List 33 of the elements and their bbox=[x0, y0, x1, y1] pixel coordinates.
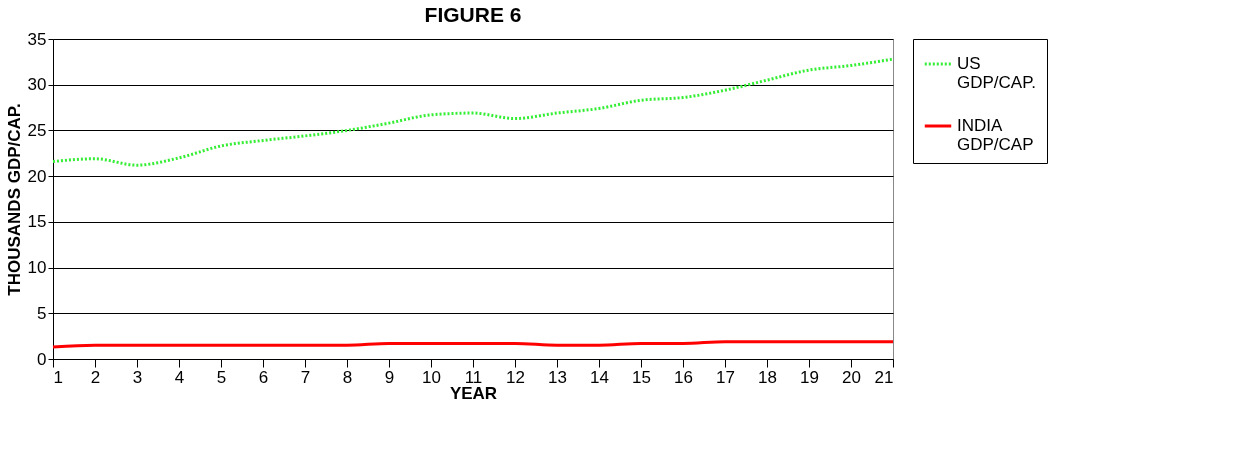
x-tick-label: 21 bbox=[874, 367, 894, 387]
y-tick-label: 10 bbox=[27, 258, 47, 278]
legend-label: INDIA GDP/CAP bbox=[957, 116, 1034, 154]
line-series bbox=[51, 57, 895, 167]
x-tick-label: 19 bbox=[800, 367, 819, 387]
x-tick-label: 14 bbox=[590, 367, 609, 387]
y-tick-label: 20 bbox=[27, 166, 47, 186]
chart-title: FIGURE 6 bbox=[424, 3, 522, 26]
x-tick-label: 10 bbox=[422, 367, 441, 387]
legend-label: US GDP/CAP. bbox=[957, 54, 1037, 92]
x-tick-label: 13 bbox=[548, 367, 567, 387]
y-tick-label: 35 bbox=[27, 29, 47, 49]
y-tick-label: 0 bbox=[37, 349, 47, 369]
y-tick-label: 15 bbox=[27, 212, 47, 232]
x-tick-label: 18 bbox=[758, 367, 777, 387]
x-tick-label: 8 bbox=[342, 367, 353, 387]
y-tick-label: 30 bbox=[27, 75, 47, 95]
x-tick-label: 4 bbox=[174, 367, 185, 387]
x-tick-label: 15 bbox=[632, 367, 651, 387]
x-tick-label: 1 bbox=[53, 367, 63, 387]
x-tick-label: 3 bbox=[132, 367, 143, 387]
x-tick-label: 12 bbox=[506, 367, 525, 387]
x-tick-label: 6 bbox=[258, 367, 269, 387]
y-axis-title: THOUSANDS GDP/CAP. bbox=[4, 103, 24, 296]
x-tick-label: 9 bbox=[384, 367, 395, 387]
x-tick-label: 17 bbox=[716, 367, 735, 387]
x-tick-label: 20 bbox=[842, 367, 861, 387]
x-tick-label: 2 bbox=[90, 367, 101, 387]
x-tick-label: 5 bbox=[216, 367, 227, 387]
x-tick-label: 7 bbox=[300, 367, 311, 387]
y-tick-label: 5 bbox=[37, 303, 47, 323]
y-tick-label: 25 bbox=[27, 120, 47, 140]
x-tick-label: 16 bbox=[674, 367, 693, 387]
